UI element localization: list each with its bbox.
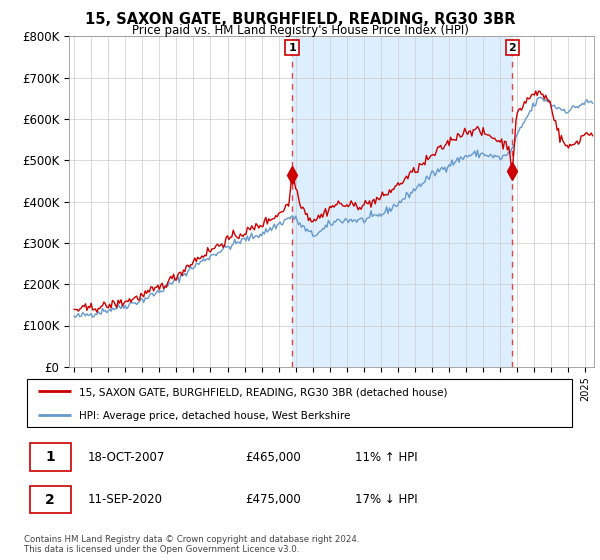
Bar <box>292 36 512 367</box>
Text: 17% ↓ HPI: 17% ↓ HPI <box>355 493 418 506</box>
Text: Price paid vs. HM Land Registry's House Price Index (HPI): Price paid vs. HM Land Registry's House … <box>131 24 469 37</box>
FancyBboxPatch shape <box>27 379 572 427</box>
Text: 2: 2 <box>46 493 55 507</box>
Text: 11% ↑ HPI: 11% ↑ HPI <box>355 451 418 464</box>
Text: 18-OCT-2007: 18-OCT-2007 <box>88 451 165 464</box>
Text: £465,000: £465,000 <box>245 451 301 464</box>
FancyBboxPatch shape <box>29 444 71 471</box>
Text: 1: 1 <box>288 43 296 53</box>
Text: 1: 1 <box>46 450 55 464</box>
Text: 15, SAXON GATE, BURGHFIELD, READING, RG30 3BR: 15, SAXON GATE, BURGHFIELD, READING, RG3… <box>85 12 515 27</box>
Text: HPI: Average price, detached house, West Berkshire: HPI: Average price, detached house, West… <box>79 411 350 421</box>
Text: Contains HM Land Registry data © Crown copyright and database right 2024.
This d: Contains HM Land Registry data © Crown c… <box>24 535 359 554</box>
Text: 2: 2 <box>508 43 516 53</box>
Text: 15, SAXON GATE, BURGHFIELD, READING, RG30 3BR (detached house): 15, SAXON GATE, BURGHFIELD, READING, RG3… <box>79 387 448 397</box>
FancyBboxPatch shape <box>29 486 71 514</box>
Text: 11-SEP-2020: 11-SEP-2020 <box>88 493 163 506</box>
Text: £475,000: £475,000 <box>245 493 301 506</box>
